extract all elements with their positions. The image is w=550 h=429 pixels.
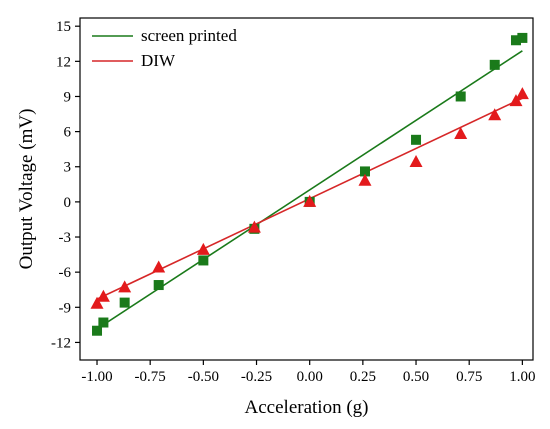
screen-printed-point [92,325,103,336]
y-tick-label: -12 [51,335,71,351]
x-tick-label: -0.75 [135,369,166,385]
y-axis-ticks: -12 -9 -6 -3 0 3 6 9 12 15 [51,19,80,351]
x-tick-label: -1.00 [81,369,112,385]
diw-point [247,220,261,233]
screen-printed-point [517,32,528,43]
y-tick-label: 15 [56,19,71,35]
legend: screen printed DIW [92,26,237,70]
diw-point [515,87,529,100]
screen-printed-point [411,134,422,145]
diw-point [454,126,468,139]
diw-point [152,260,166,273]
x-tick-label: 0.75 [456,369,482,385]
screen-printed-point [489,59,500,70]
diw-point [90,296,104,309]
y-axis-label: Output Voltage (mV) [16,109,37,270]
diw-point [303,194,317,207]
y-tick-label: 0 [64,195,72,211]
x-tick-label: 0.00 [297,369,323,385]
y-tick-label: 12 [56,54,71,70]
screen-printed-point [510,35,521,46]
x-tick-label: -0.25 [241,369,272,385]
screen-printed-point [198,255,209,266]
x-tick-label: 1.00 [509,369,535,385]
y-tick-label: 3 [64,160,72,176]
screen-printed-legend-label: screen printed [141,26,237,45]
screen-printed-point [455,91,466,102]
x-tick-label: -0.50 [188,369,219,385]
y-tick-label: -6 [59,265,72,281]
screen-printed-point [119,297,130,308]
diw-legend-label: DIW [141,51,176,70]
diw-point [509,94,523,107]
y-tick-label: -9 [59,300,72,316]
diw-point [118,280,132,293]
y-tick-label: -3 [59,230,72,246]
data-markers [90,32,529,336]
screen-printed-point [359,166,370,177]
plot-frame [79,17,534,361]
y-tick-label: 6 [64,125,72,141]
diw-point [196,242,210,255]
diw-point [358,173,372,186]
x-tick-label: 0.50 [403,369,429,385]
x-axis-label: Acceleration (g) [245,397,369,418]
x-axis-ticks: -1.00 -0.75 -0.50 -0.25 0.00 0.25 0.50 0.75 1.00 [81,360,535,385]
y-tick-label: 9 [64,89,72,105]
diw-point [488,108,502,121]
screen-printed-point [153,280,164,291]
diw-point [96,289,110,302]
screen-printed-point [98,317,109,328]
diw-point [409,155,423,168]
x-tick-label: 0.25 [350,369,376,385]
screen-printed-fit-line [96,50,523,330]
